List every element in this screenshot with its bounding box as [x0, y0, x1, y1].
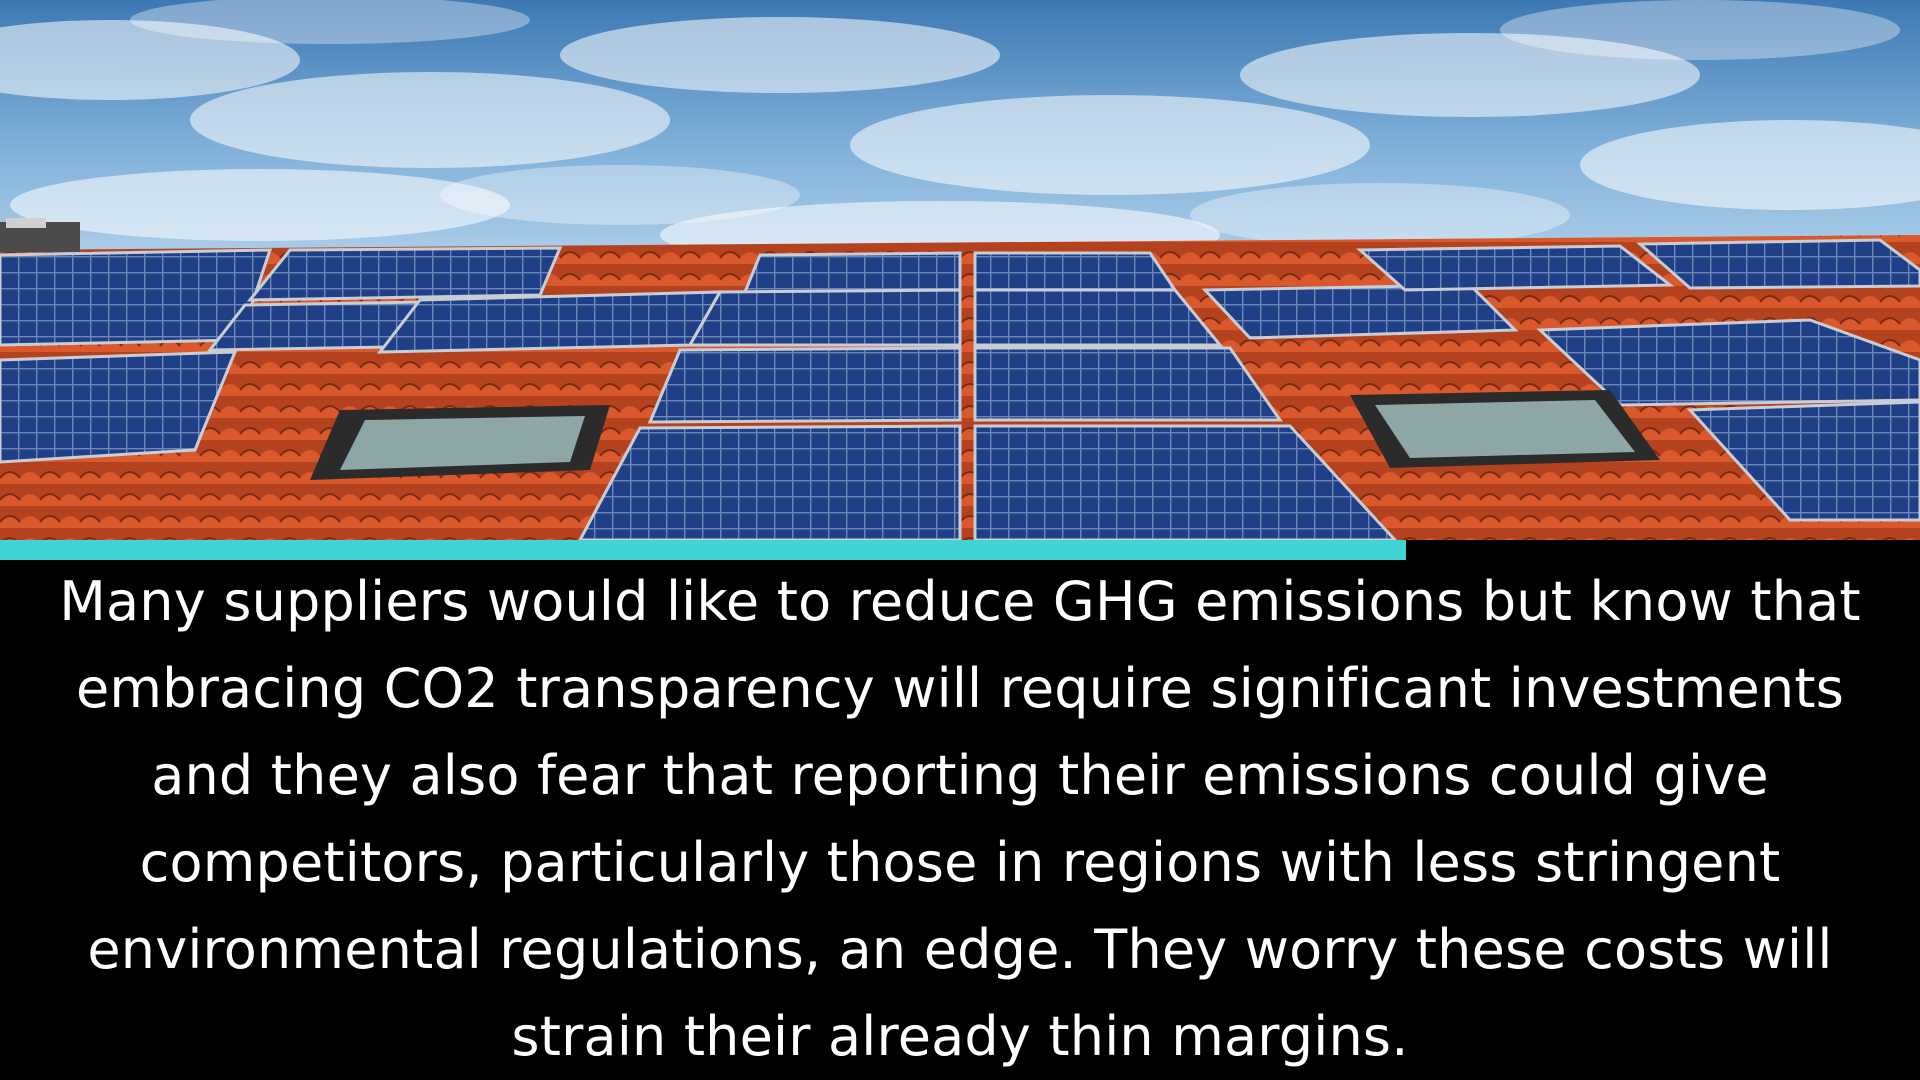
caption-line: strain their already thin margins. — [511, 1005, 1409, 1068]
caption-line: embracing CO2 transparency will require … — [75, 657, 1845, 720]
caption-line: competitors, particularly those in regio… — [139, 831, 1781, 894]
caption-line: environmental regulations, an edge. They… — [87, 918, 1833, 981]
solar-roof-photo — [0, 0, 1920, 540]
caption-line: and they also fear that reporting their … — [151, 744, 1769, 807]
caption-text: Many suppliers would like to reduce GHG … — [30, 558, 1890, 1068]
accent-bar — [0, 540, 1406, 560]
caption-line: Many suppliers would like to reduce GHG … — [59, 570, 1861, 633]
